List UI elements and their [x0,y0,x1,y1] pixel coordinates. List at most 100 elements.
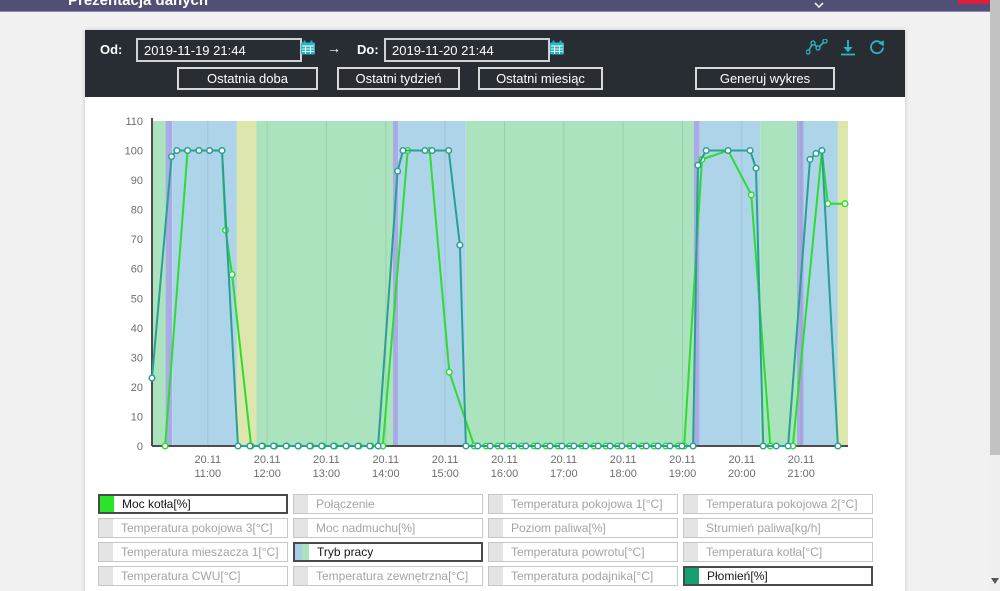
history-chart[interactable]: 20.11 11:00 20.11 12:00 20.11 13:00 20.11 14:00… [85,97,905,489]
svg-text:20:00: 20:00 [728,468,756,480]
legend-label: Temperatura kotła[°C] [706,545,822,559]
legend-item-temp-mieszacza-1[interactable]: Temperatura mieszacza 1[°C] [98,542,288,562]
svg-text:40: 40 [131,323,143,335]
svg-text:90: 90 [131,175,143,187]
last-month-button[interactable]: Ostatni miesiąc [478,67,603,90]
legend-swatch-temp-podajnika [489,567,503,585]
from-date-input[interactable] [136,38,302,62]
svg-text:0: 0 [137,441,143,453]
legend-swatch-temp-cwu [99,567,113,585]
legend-label: Moc nadmuchu[%] [316,521,415,535]
toolbar: Od: → Do: [85,30,905,97]
svg-text:70: 70 [131,234,143,246]
svg-text:20.11: 20.11 [432,454,459,466]
legend-swatch-temp-pokojowa-1 [489,495,503,513]
svg-text:16:00: 16:00 [491,468,519,480]
scrollbar-down-arrow-icon[interactable] [991,578,999,584]
page-scrollbar[interactable] [990,0,1000,591]
legend-label: Poziom paliwa[%] [511,521,606,535]
svg-text:12:00: 12:00 [253,468,281,480]
svg-text:11:00: 11:00 [194,468,221,480]
legend-item-temp-pokojowa-1[interactable]: Temperatura pokojowa 1[°C] [488,494,678,514]
legend-swatch-temp-pokojowa-3 [99,519,113,537]
legend-item-moc-kotla[interactable]: Moc kotła[%] [98,494,288,514]
svg-text:14:00: 14:00 [372,468,400,480]
svg-text:21:00: 21:00 [787,468,815,480]
legend-item-temp-powrotu[interactable]: Temperatura powrotu[°C] [488,542,678,562]
svg-text:17:00: 17:00 [550,468,578,480]
calendar-icon[interactable] [300,40,316,56]
legend-label: Strumień paliwa[kg/h] [706,521,821,535]
legend-swatch-plomien [685,568,699,584]
svg-text:80: 80 [131,205,143,217]
range-arrow: → [327,40,341,56]
legend-label: Temperatura pokojowa 2[°C] [706,497,858,511]
header-red-indicator[interactable] [958,0,990,4]
svg-text:20.11: 20.11 [194,454,221,466]
legend-label: Tryb pracy [317,545,373,559]
svg-text:15:00: 15:00 [431,468,459,480]
history-card: Od: → Do: [85,30,905,591]
legend-label: Temperatura CWU[°C] [121,569,241,583]
svg-text:19:00: 19:00 [669,468,697,480]
refresh-icon[interactable] [868,39,886,56]
legend-item-tryb-pracy[interactable]: Tryb pracy [293,542,483,562]
legend-swatch-temp-kotla [684,543,698,561]
chevron-down-icon[interactable] [814,2,824,8]
legend-swatch-moc-kotla [100,496,114,512]
to-label: Do: [357,42,379,57]
legend-label: Temperatura zewnętrzna[°C] [316,569,468,583]
line-chart-icon[interactable] [806,39,828,56]
svg-text:20.11: 20.11 [550,454,577,466]
last-week-button[interactable]: Ostatni tydzień [337,67,460,90]
svg-text:60: 60 [131,264,143,276]
legend-label: Płomień[%] [707,569,768,583]
legend-item-temp-cwu[interactable]: Temperatura CWU[°C] [98,566,288,586]
legend-swatch-temp-powrotu [489,543,503,561]
legend-label: Moc kotła[%] [122,497,191,511]
svg-text:20.11: 20.11 [491,454,518,466]
svg-text:18:00: 18:00 [609,468,637,480]
legend-item-poziom-paliwa[interactable]: Poziom paliwa[%] [488,518,678,538]
legend-label: Połączenie [316,497,375,511]
legend-swatch-strumien-paliwa [684,519,698,537]
last-day-button[interactable]: Ostatnia doba [177,67,318,90]
legend-item-temp-kotla[interactable]: Temperatura kotła[°C] [683,542,873,562]
legend-item-temp-zewnetrzna[interactable]: Temperatura zewnętrzna[°C] [293,566,483,586]
legend-item-temp-pokojowa-2[interactable]: Temperatura pokojowa 2[°C] [683,494,873,514]
legend-swatch-moc-nadmuchu [294,519,308,537]
scrollbar-thumb[interactable] [990,0,1000,455]
from-label: Od: [100,42,122,57]
legend-swatch-polaczenie [294,495,308,513]
generate-chart-button[interactable]: Generuj wykres [695,67,835,90]
chart-area: 20.11 11:00 20.11 12:00 20.11 13:00 20.11 14:00… [85,97,905,489]
svg-text:100: 100 [125,146,143,158]
svg-text:20.11: 20.11 [610,454,637,466]
legend-label: Temperatura mieszacza 1[°C] [121,545,279,559]
legend-swatch-temp-pokojowa-2 [684,495,698,513]
app-header: Prezentacja danych [0,0,990,12]
page: Prezentacja danych Od: → Do: [0,0,1000,591]
legend-item-moc-nadmuchu[interactable]: Moc nadmuchu[%] [293,518,483,538]
svg-text:20: 20 [131,382,143,394]
legend-label: Temperatura pokojowa 3[°C] [121,521,273,535]
svg-text:20.11: 20.11 [313,454,340,466]
svg-text:50: 50 [131,293,143,305]
svg-text:20.11: 20.11 [254,454,281,466]
legend-swatch-temp-zewnetrzna [294,567,308,585]
legend-label: Temperatura podajnika[°C] [511,569,653,583]
legend-swatch-poziom-paliwa [489,519,503,537]
legend-swatch-tryb-pracy [295,544,309,560]
svg-text:13:00: 13:00 [313,468,341,480]
to-date-input[interactable] [384,38,550,62]
svg-text:10: 10 [131,412,143,424]
calendar-icon[interactable] [549,40,565,56]
legend-swatch-temp-mieszacza-1 [99,543,113,561]
legend-item-polaczenie[interactable]: Połączenie [293,494,483,514]
page-title: Prezentacja danych [68,0,208,9]
legend-item-plomien[interactable]: Płomień[%] [683,566,873,586]
download-icon[interactable] [840,39,856,56]
legend-item-temp-pokojowa-3[interactable]: Temperatura pokojowa 3[°C] [98,518,288,538]
legend-item-strumien-paliwa[interactable]: Strumień paliwa[kg/h] [683,518,873,538]
legend-item-temp-podajnika[interactable]: Temperatura podajnika[°C] [488,566,678,586]
